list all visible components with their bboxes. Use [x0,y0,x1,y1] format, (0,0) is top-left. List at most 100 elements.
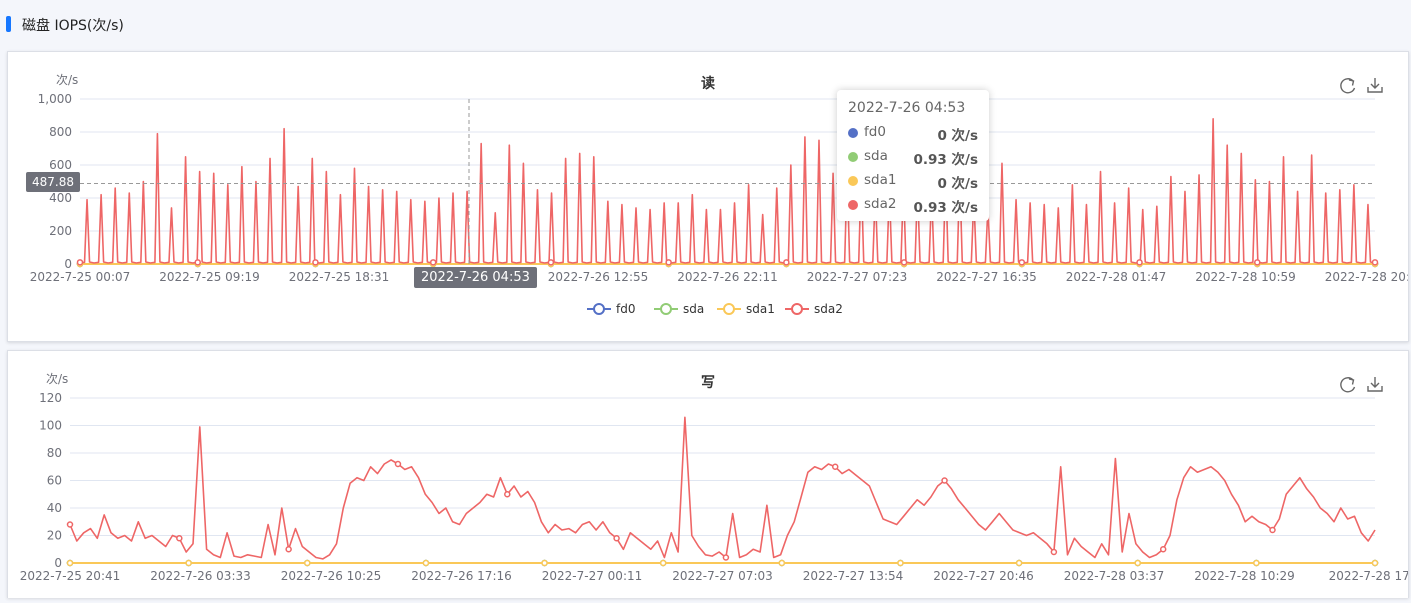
data-point-sda2 [1269,526,1276,534]
x-tick-label: 2022-7-26 03:33 [150,569,251,583]
x-tick-label: 2022-7-28 20:11 [1325,270,1408,284]
section-accent-bar [6,16,11,32]
data-point-sda2 [76,259,84,266]
data-point-sda1 [659,559,667,567]
axis-pointer-x-label: 2022-7-26 04:53 [414,267,537,288]
x-tick-label: 2022-7-27 07:23 [807,270,908,284]
download-icon[interactable] [1367,377,1383,392]
x-tick-label: 2022-7-25 18:31 [289,270,390,284]
data-point-sda1 [422,559,430,567]
data-point-sda2 [504,491,511,498]
legend-item-sda[interactable]: sda [654,302,704,316]
tooltip-dot-icon [848,128,858,138]
x-tick-label: 2022-7-26 12:55 [548,270,649,284]
data-point-sda2 [1254,259,1261,266]
download-icon[interactable] [1367,78,1383,93]
tooltip-series-name: sda [864,148,888,164]
y-tick-label: 1,000 [38,92,72,106]
refresh-icon[interactable] [1340,78,1356,94]
y-tick-label: 400 [49,191,72,205]
tooltip-series-value: 0 次/s [937,128,978,144]
x-tick-label: 2022-7-27 07:03 [672,569,773,583]
tooltip-time: 2022-7-26 04:53 [848,100,966,116]
y-tick-label: 200 [49,224,72,238]
x-tick-label: 2022-7-28 17:2 [1329,569,1408,583]
data-point-sda1 [1134,559,1141,567]
refresh-icon-arrow [1348,79,1355,86]
data-point-sda2 [285,546,292,553]
chart-title: 读 [701,75,715,92]
y-tick-label: 600 [49,158,72,172]
data-point-sda2 [900,259,908,266]
data-point-sda1 [897,559,904,567]
data-point-sda2 [783,259,790,266]
y-axis-label: 次/s [56,73,78,87]
legend-item-sda1[interactable]: sda1 [717,302,775,316]
x-tick-label: 2022-7-25 00:07 [30,270,131,284]
refresh-icon[interactable] [1340,377,1356,393]
series-line-sda2 [69,416,1376,560]
tooltip-dot-icon [848,152,858,162]
x-tick-label: 2022-7-26 10:25 [281,569,382,583]
tooltip-row-fd0: fd0 0 次/s [848,123,978,144]
data-point-sda2 [429,259,437,266]
x-tick-label: 2022-7-27 13:54 [803,569,904,583]
legend-marker-icon [723,303,735,315]
download-icon-shape [1367,78,1383,93]
chart-title: 写 [701,375,715,391]
chart-tooltip: 2022-7-26 04:53 fd0 0 次/s sda 0.93 次/s s… [837,90,989,221]
data-point-sda1 [1371,559,1379,567]
y-tick-label: 80 [47,446,62,460]
legend-label: sda1 [746,302,775,316]
data-point-sda2 [941,477,948,484]
x-tick-label: 2022-7-27 20:46 [933,569,1034,583]
x-tick-label: 2022-7-28 01:47 [1066,270,1167,284]
tooltip-row-sda1: sda1 0 次/s [848,171,978,192]
section-header: 磁盘 IOPS(次/s) [0,0,1411,48]
section-title: 磁盘 IOPS(次/s) [22,18,124,34]
write-chart[interactable]: 写 次/s 0 20 40 60 80 100 120 2022-7-25 20:41 2022-7… [8,351,1411,598]
x-tick-label: 2022-7-28 10:59 [1195,270,1296,284]
tooltip-series-value: 0.93 次/s [913,152,978,168]
legend-label: fd0 [616,302,635,316]
y-tick-label: 40 [47,501,62,515]
y-tick-label: 100 [39,419,62,433]
data-point-sda2 [665,259,672,266]
data-point-sda2 [1050,548,1058,556]
tooltip-row-sda: sda 0.93 次/s [848,147,978,168]
data-point-sda2 [194,259,201,266]
y-tick-label: 120 [39,391,62,405]
legend-item-fd0[interactable]: fd0 [587,302,635,316]
data-point-sda1 [541,559,548,567]
x-tick-label: 2022-7-26 17:16 [411,569,512,583]
legend-item-sda2[interactable]: sda2 [785,302,843,316]
data-point-sda1 [778,559,786,567]
refresh-icon-arrow [1348,378,1355,385]
x-tick-label: 2022-7-27 00:11 [542,569,643,583]
data-point-sda2 [66,521,74,528]
data-point-sda2 [1159,546,1167,553]
legend-label: sda2 [814,302,843,316]
data-point-sda1 [1253,559,1260,567]
y-tick-label: 0 [64,257,72,271]
data-point-sda2 [312,259,319,266]
data-point-sda2 [176,535,183,542]
tooltip-row-sda2: sda2 0.93 次/s [848,195,978,216]
write-chart-panel: 写 次/s 0 20 40 60 80 100 120 2022-7-25 20:41 2022-7… [7,350,1411,598]
data-point-sda1 [1015,559,1023,567]
legend-label: sda [683,302,704,316]
y-axis-label: 次/s [46,372,68,386]
download-icon-shape [1367,377,1383,392]
legend-marker-icon [660,303,672,315]
data-point-sda2 [613,535,620,542]
data-point-sda2 [394,460,402,468]
tooltip-series-name: sda2 [864,196,897,212]
data-point-sda2 [1371,259,1379,266]
tooltip-series-name: sda1 [864,172,897,188]
tooltip-series-value: 0 次/s [937,176,978,192]
x-tick-label: 2022-7-26 22:11 [677,270,778,284]
legend-marker-icon [593,303,605,315]
x-tick-label: 2022-7-28 03:37 [1064,569,1165,583]
axis-pointer-y-label: 487.88 [26,172,80,192]
read-chart[interactable]: 读 次/s 0 200 400 600 800 1,000 2022-7-25 00:07 202… [8,52,1411,341]
